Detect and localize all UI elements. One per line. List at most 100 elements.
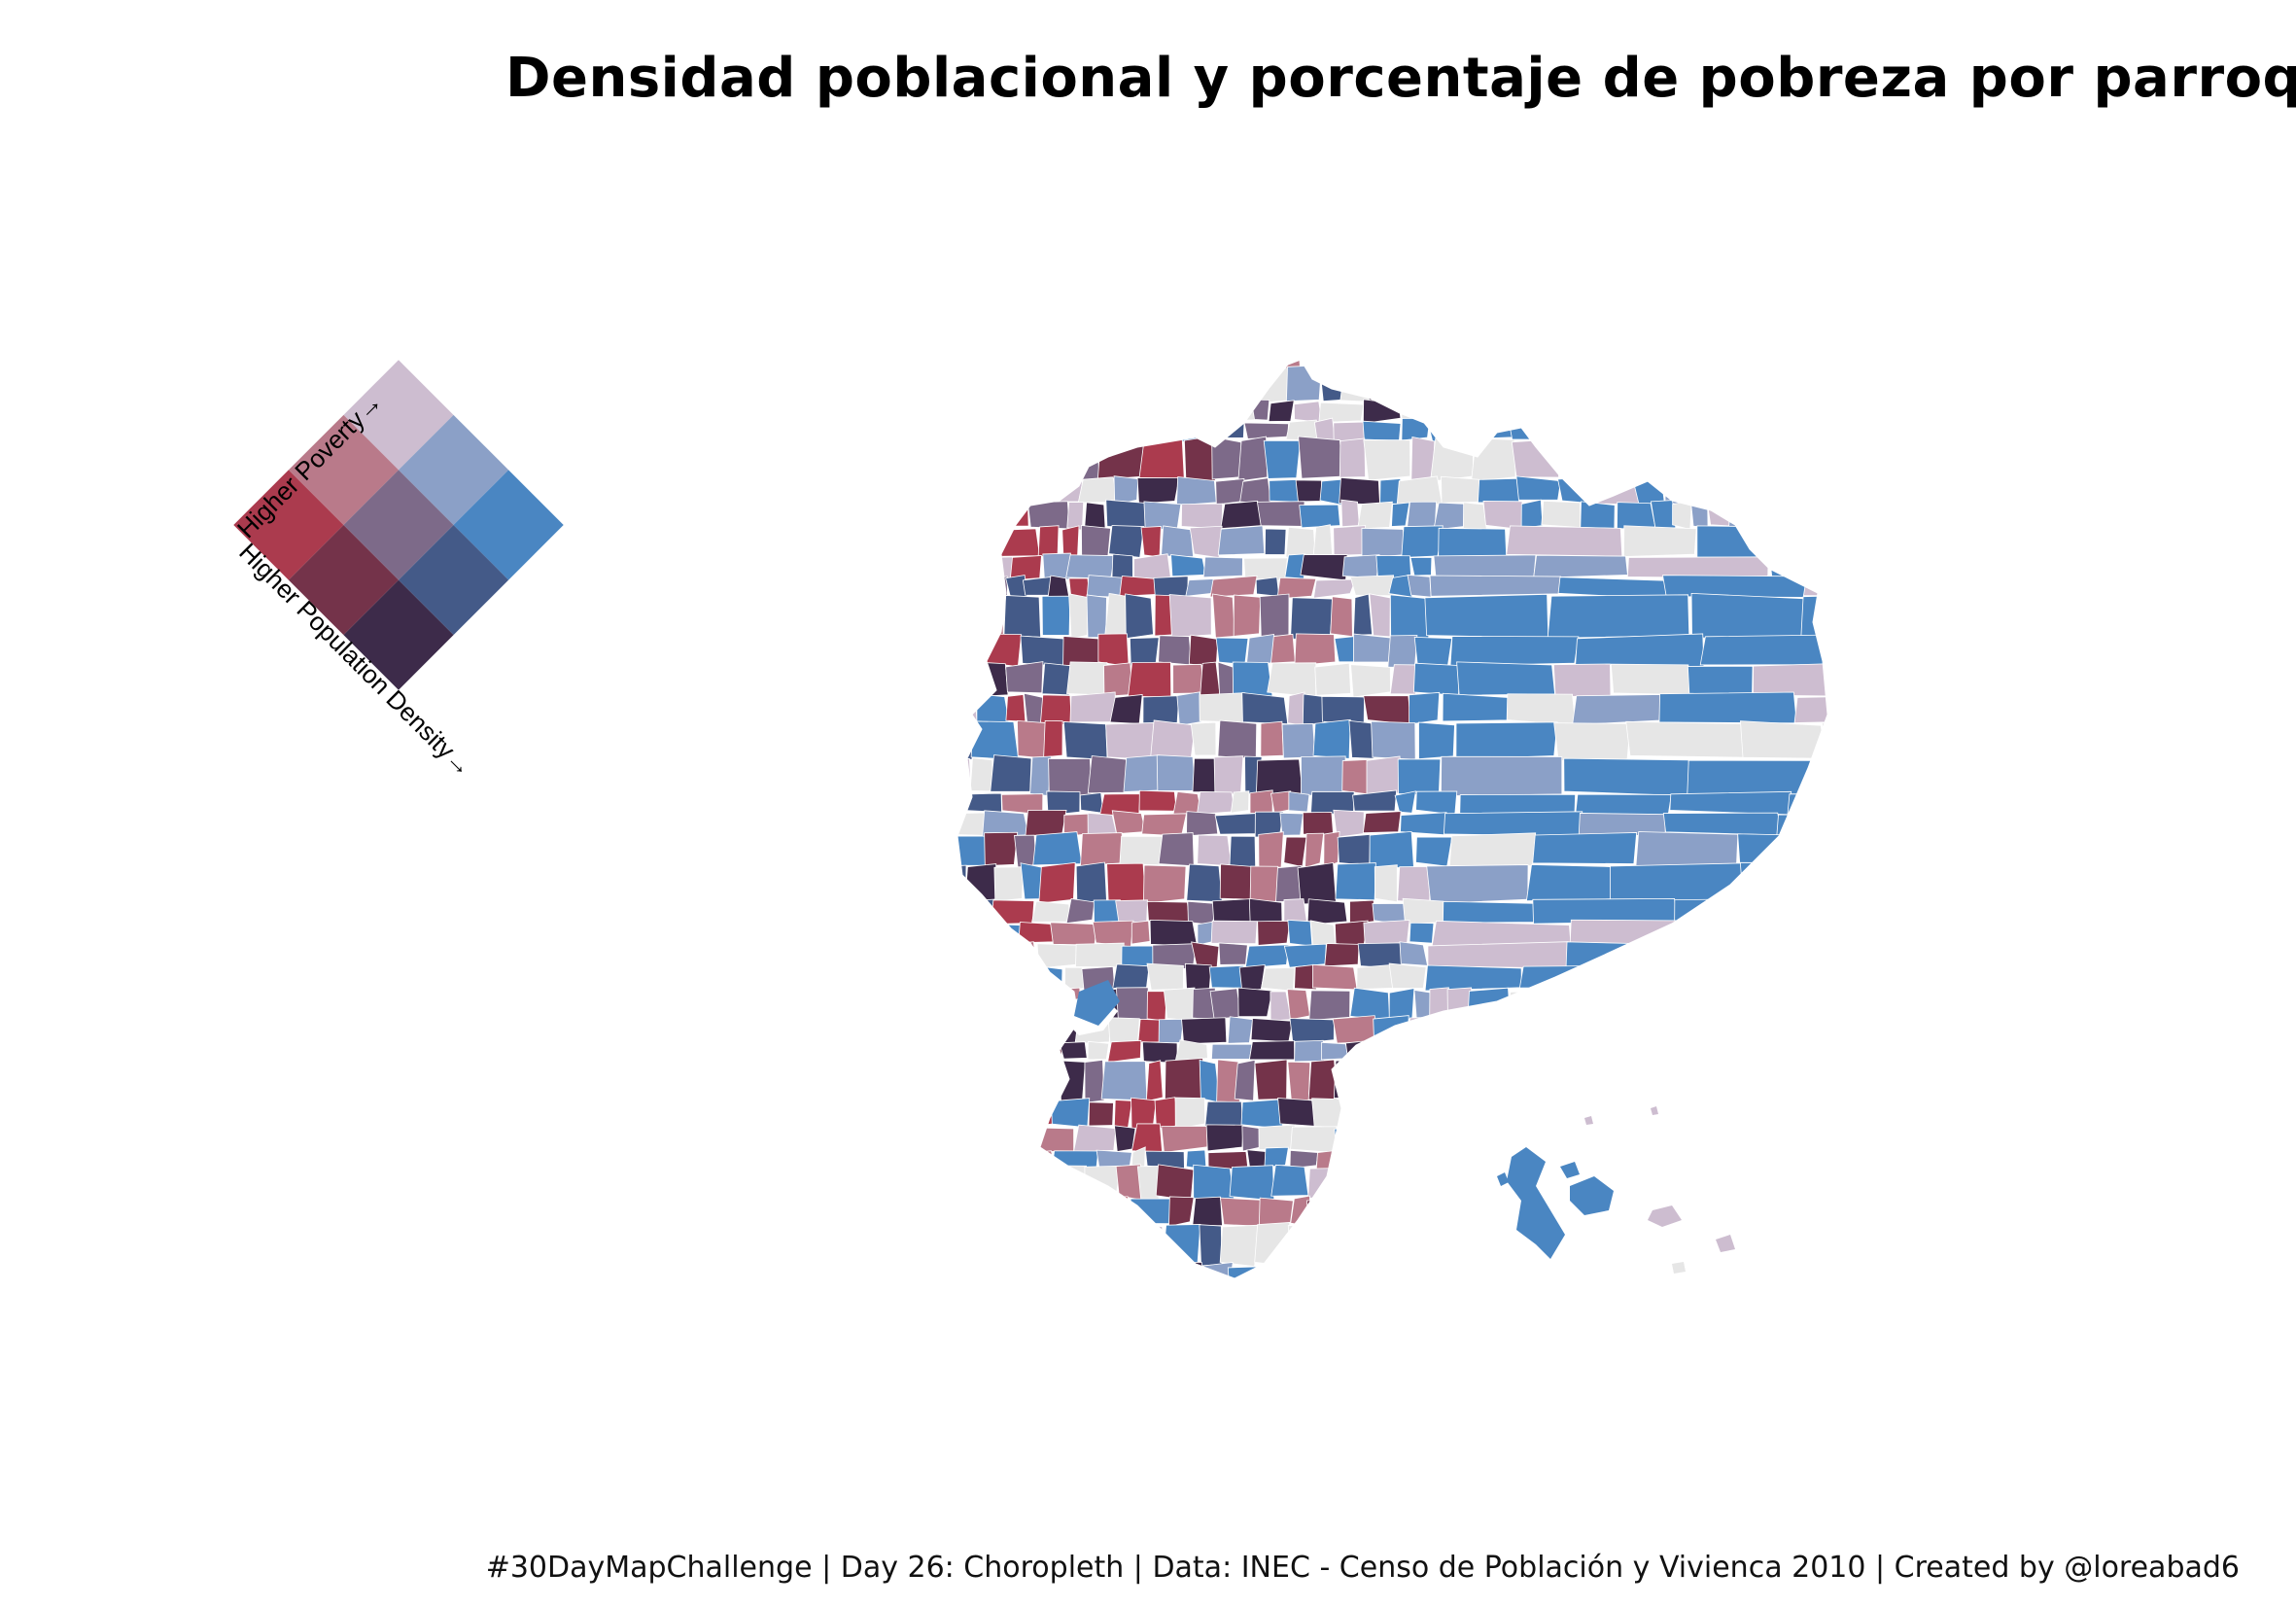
parish-polygon (1143, 864, 1187, 904)
parish-polygon (1237, 436, 1269, 482)
parish-polygon (1047, 575, 1070, 599)
parish-polygon (1186, 811, 1219, 837)
parish-polygon (1286, 989, 1311, 1021)
parish-polygon (1533, 988, 1574, 1019)
parish-polygon (1294, 1039, 1325, 1063)
parish-polygon (1193, 1164, 1235, 1200)
parish-polygon (1394, 790, 1416, 814)
parish-polygon (1690, 1147, 1736, 1170)
parish-polygon (1185, 578, 1215, 597)
parish-polygon (1202, 556, 1243, 578)
parish-polygon (957, 900, 973, 924)
parish-polygon (1433, 360, 1473, 369)
parish-polygon (1312, 718, 1351, 759)
parish-polygon (1443, 811, 1583, 837)
parish-polygon (1783, 527, 1827, 560)
parish-polygon (1330, 596, 1353, 638)
parish-polygon (1678, 420, 1715, 439)
parish-polygon (1255, 576, 1280, 597)
parish-polygon (1312, 524, 1334, 558)
parish-polygon (1748, 1262, 1788, 1278)
parish-polygon (1043, 719, 1063, 758)
parish-polygon (1482, 500, 1524, 531)
parish-polygon (1259, 593, 1290, 637)
parish-polygon (1142, 1224, 1164, 1269)
santa-cruz-island (1570, 1176, 1614, 1215)
parish-polygon (1634, 1165, 1659, 1198)
parish-polygon (1210, 920, 1258, 945)
parish-polygon (1142, 695, 1180, 724)
parish-polygon (957, 1167, 962, 1197)
parish-polygon (1201, 1262, 1234, 1278)
parish-polygon (1062, 636, 1101, 667)
parish-polygon (1689, 500, 1709, 529)
parish-polygon (1802, 575, 1827, 597)
parish-polygon (1668, 1039, 1699, 1061)
parish-polygon (1784, 1262, 1819, 1278)
parish-polygon (1133, 553, 1172, 580)
parish-polygon (1029, 1127, 1075, 1153)
parish-polygon (1757, 478, 1793, 502)
parish-polygon (976, 693, 1010, 725)
parish-polygon (979, 1263, 1013, 1278)
parish-polygon (1287, 1225, 1333, 1264)
parish-polygon (1430, 1166, 1477, 1200)
parish-polygon (1230, 790, 1250, 814)
parish-polygon (1494, 1263, 1522, 1278)
parish-polygon (1026, 501, 1070, 530)
san-cristobal-island (1648, 1205, 1682, 1227)
parish-polygon (1785, 1058, 1823, 1103)
parish-polygon (1277, 1098, 1318, 1127)
parish-polygon (1168, 594, 1212, 638)
parish-polygon (1699, 634, 1827, 666)
parish-polygon (1285, 526, 1316, 558)
parish-polygon (1430, 1199, 1466, 1225)
parish-polygon (1617, 502, 1656, 531)
parish-polygon (1200, 403, 1223, 422)
parish-polygon (1349, 575, 1395, 597)
parish-polygon (1264, 1146, 1289, 1169)
parish-polygon (1149, 919, 1199, 947)
parish-polygon (1409, 557, 1433, 576)
parish-polygon (1238, 964, 1266, 993)
parish-polygon (1391, 1291, 1431, 1333)
parish-polygon (1080, 832, 1125, 866)
parish-polygon (957, 420, 985, 443)
parish-polygon (1690, 592, 1807, 639)
parish-polygon (1362, 811, 1402, 834)
parish-polygon (957, 945, 968, 968)
parish-polygon (1807, 832, 1827, 865)
parish-polygon (1309, 920, 1337, 946)
parish-polygon (1403, 1265, 1420, 1278)
parish-polygon (1174, 1097, 1205, 1130)
parish-polygon (1687, 665, 1754, 697)
parish-polygon (1429, 987, 1450, 1019)
parish-polygon (1352, 789, 1398, 812)
parish-polygon (1125, 593, 1154, 640)
parish-polygon (1172, 663, 1205, 694)
parish-polygon (1138, 789, 1177, 812)
parish-polygon (1515, 475, 1562, 501)
parish-polygon (1552, 663, 1612, 698)
parish-polygon (1616, 366, 1646, 402)
parish-polygon (1218, 942, 1248, 965)
parish-polygon (1471, 1165, 1495, 1201)
parish-polygon (967, 898, 996, 924)
parish-polygon (1145, 1060, 1164, 1102)
parish-polygon (1164, 1058, 1203, 1102)
parish-polygon (1073, 438, 1100, 482)
parish-polygon (1086, 594, 1107, 639)
parish-polygon (1406, 501, 1438, 531)
parish-polygon (1093, 1223, 1118, 1266)
parish-polygon (1119, 576, 1159, 597)
parish-polygon (1622, 525, 1697, 557)
parish-polygon (1679, 475, 1728, 504)
parish-polygon (1075, 942, 1125, 968)
parish-polygon (1294, 963, 1317, 991)
parish-polygon (1792, 1291, 1833, 1331)
parish-polygon (1304, 1287, 1343, 1329)
parish-polygon (1258, 831, 1284, 868)
parish-polygon (1174, 418, 1213, 443)
parish-polygon (1635, 831, 1739, 868)
parish-polygon (1415, 790, 1458, 816)
